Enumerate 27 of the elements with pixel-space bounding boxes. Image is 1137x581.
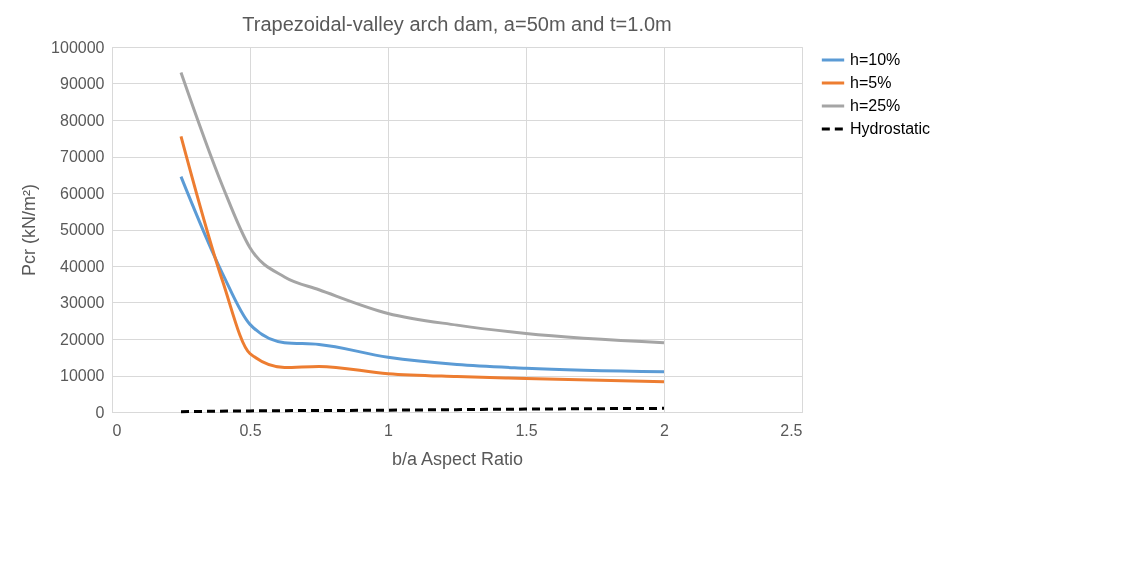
y-tick-label: 90000 — [60, 75, 105, 92]
x-tick-label: 2.5 — [780, 421, 803, 439]
y-tick-label: 30000 — [60, 294, 105, 311]
y-tick-label: 10000 — [60, 367, 105, 384]
legend-label: h=5% — [850, 74, 892, 91]
y-tick-label: 0 — [95, 403, 105, 421]
y-tick-label: 50000 — [60, 221, 105, 238]
x-axis-title: b/a Aspect Ratio — [391, 448, 524, 469]
y-tick-label: 40000 — [60, 257, 105, 275]
x-tick-label: 0 — [112, 421, 122, 439]
x-tick-label: 2 — [660, 421, 670, 439]
line-series — [179, 175, 666, 374]
chart-title: Trapezoidal-valley arch dam, a=50m and t=1.0m — [242, 13, 672, 35]
x-tick-label: 1 — [384, 421, 394, 439]
y-tick-label: 80000 — [60, 111, 105, 129]
line-series — [179, 134, 666, 384]
y-tick-label: 70000 — [60, 148, 105, 165]
y-tick-label: 100000 — [51, 38, 105, 56]
x-tick-label: 1.5 — [515, 421, 538, 439]
line-series — [179, 71, 666, 345]
y-tick-label: 60000 — [60, 184, 105, 202]
legend-label: Hydrostatic — [850, 120, 931, 137]
x-tick-label: 0.5 — [239, 421, 262, 439]
legend-label: h=10% — [850, 51, 901, 68]
legend-label: h=25% — [850, 97, 901, 114]
y-axis-title: Pcr (kN/m²) — [19, 184, 40, 276]
y-tick-label: 20000 — [60, 330, 105, 348]
